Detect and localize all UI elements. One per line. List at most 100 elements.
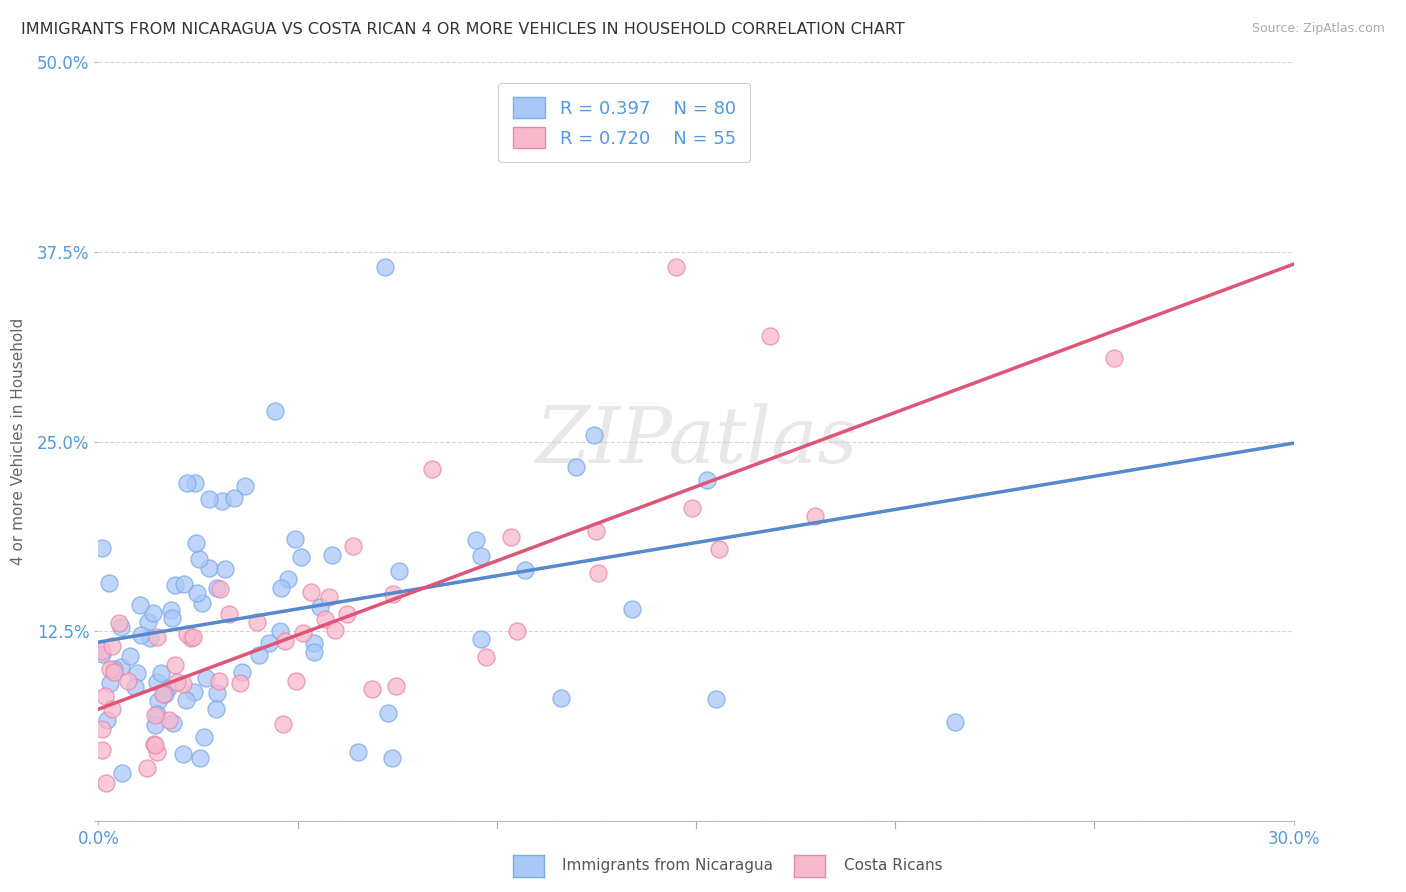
Point <box>314 612 336 626</box>
Point <box>124 680 146 694</box>
Point <box>506 624 529 639</box>
Point <box>111 765 134 780</box>
Point <box>208 673 231 688</box>
Text: Source: ZipAtlas.com: Source: ZipAtlas.com <box>1251 22 1385 36</box>
Point <box>183 685 205 699</box>
Point <box>183 630 205 644</box>
Point <box>160 603 183 617</box>
Point <box>274 634 297 648</box>
Point <box>103 662 125 676</box>
Point <box>186 586 208 600</box>
Point <box>91 723 114 737</box>
Point <box>136 761 159 775</box>
Point <box>146 675 169 690</box>
Point <box>707 541 730 556</box>
Y-axis label: 4 or more Vehicles in Household: 4 or more Vehicles in Household <box>11 318 25 566</box>
Point <box>263 404 285 418</box>
Point <box>382 587 405 601</box>
Legend: R = 0.397    N = 80, R = 0.720    N = 55: R = 0.397 N = 80, R = 0.720 N = 55 <box>498 83 751 162</box>
Point <box>176 475 198 490</box>
Point <box>214 562 236 576</box>
Point <box>110 660 132 674</box>
Point <box>129 598 152 612</box>
Point <box>347 745 370 759</box>
Point <box>291 625 314 640</box>
Point <box>209 582 232 596</box>
Text: Immigrants from Nicaragua: Immigrants from Nicaragua <box>562 858 773 872</box>
Point <box>388 564 411 578</box>
Point <box>91 541 114 556</box>
Point <box>148 694 170 708</box>
Point <box>91 644 114 658</box>
Point <box>246 615 269 629</box>
Point <box>103 665 125 680</box>
Point <box>193 731 215 745</box>
Point <box>271 717 294 731</box>
Point <box>198 561 221 575</box>
Point <box>233 479 256 493</box>
Point <box>381 751 404 765</box>
Point <box>139 631 162 645</box>
Point <box>804 508 827 523</box>
Point <box>420 462 443 476</box>
Point <box>513 563 536 577</box>
Point <box>377 706 399 720</box>
Point <box>117 673 139 688</box>
Point <box>183 476 205 491</box>
Point <box>101 702 124 716</box>
Point <box>943 715 966 730</box>
Point <box>205 702 228 716</box>
Point <box>143 718 166 732</box>
Point <box>360 682 382 697</box>
Point <box>302 645 325 659</box>
Point <box>696 473 718 487</box>
Point <box>681 500 703 515</box>
Point <box>290 549 312 564</box>
Point <box>342 539 364 553</box>
Point <box>198 491 221 506</box>
Point <box>704 692 727 706</box>
Point <box>470 549 492 564</box>
Point <box>585 524 607 539</box>
Point <box>174 693 197 707</box>
Point <box>284 532 307 546</box>
Point <box>160 611 183 625</box>
Point <box>191 596 214 610</box>
Point <box>136 615 159 630</box>
Point <box>211 493 233 508</box>
Point <box>146 745 169 759</box>
Point <box>277 572 299 586</box>
Point <box>142 607 165 621</box>
Point <box>475 649 498 664</box>
Point <box>194 671 217 685</box>
Point <box>1104 351 1126 366</box>
Point <box>665 260 688 275</box>
Point <box>205 686 228 700</box>
Point <box>222 491 245 506</box>
Point <box>285 674 308 689</box>
Point <box>470 632 492 646</box>
Point <box>269 624 291 639</box>
Point <box>499 530 522 544</box>
Point <box>110 619 132 633</box>
Point <box>464 533 486 548</box>
Point <box>321 548 343 562</box>
Point <box>143 707 166 722</box>
Point <box>157 713 180 727</box>
Point <box>270 581 292 595</box>
Point <box>565 459 588 474</box>
Text: ZIPatlas: ZIPatlas <box>534 403 858 480</box>
Point <box>156 681 179 695</box>
Text: Costa Ricans: Costa Ricans <box>844 858 942 872</box>
Point <box>145 631 167 645</box>
Point <box>108 615 131 630</box>
Point <box>98 575 121 590</box>
Point <box>188 751 211 765</box>
Point <box>173 677 195 691</box>
Point <box>152 687 174 701</box>
Point <box>218 607 240 621</box>
Point <box>172 747 194 761</box>
Point <box>180 631 202 645</box>
Point <box>129 628 152 642</box>
Point <box>149 666 172 681</box>
